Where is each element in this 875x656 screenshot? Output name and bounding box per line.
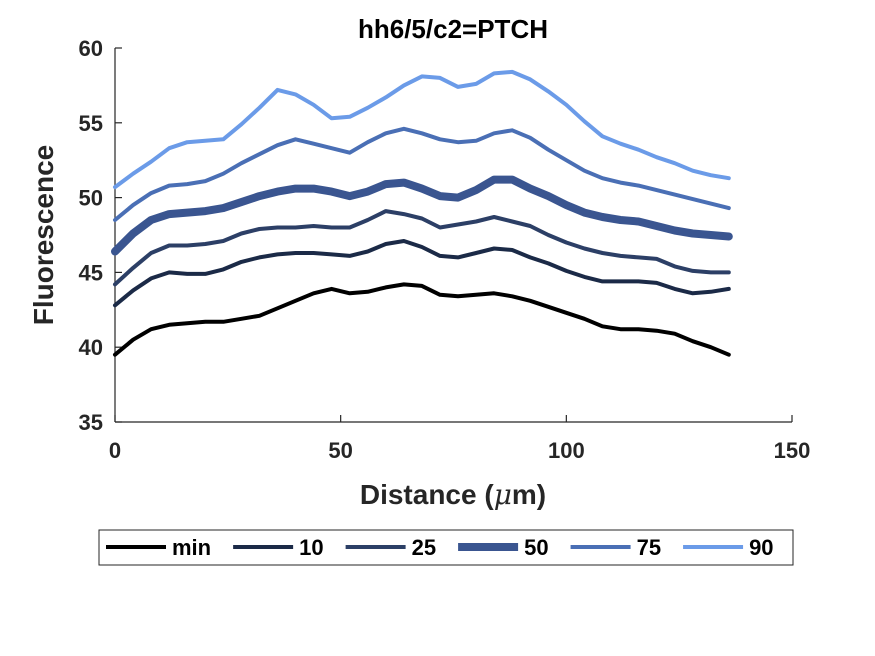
x-axis-title: Distance (μm) (360, 478, 546, 511)
chart-title: hh6/5/c2=PTCH (358, 14, 548, 44)
x-tick-label: 0 (109, 438, 121, 463)
y-axis-title: Fluorescence (28, 145, 59, 326)
series-line-50 (111, 175, 733, 256)
legend-label-10: 10 (299, 535, 323, 560)
legend-items: min 10 25 50 75 90 (106, 535, 774, 560)
axes: 0 50 100 150 35 40 45 50 55 60 (79, 36, 811, 463)
legend: min 10 25 50 75 90 (98, 529, 794, 566)
x-ticks: 0 50 100 150 (109, 415, 810, 463)
x-axis-title-end: m) (512, 479, 546, 510)
series-line-75 (113, 126, 731, 222)
legend-label-90: 90 (749, 535, 773, 560)
y-tick-label: 50 (79, 186, 103, 211)
legend-label-50: 50 (524, 535, 548, 560)
series-lines (111, 69, 733, 357)
y-tick-label: 45 (79, 260, 103, 285)
y-tick-label: 60 (79, 36, 103, 61)
x-tick-label: 150 (774, 438, 811, 463)
x-axis-title-mu: μ (494, 478, 512, 511)
y-tick-label: 55 (79, 111, 103, 136)
y-ticks: 35 40 45 50 55 60 (79, 36, 122, 435)
legend-label-min: min (172, 535, 211, 560)
legend-label-75: 75 (637, 535, 661, 560)
series-line-10 (113, 239, 731, 308)
x-axis-title-main: Distance ( (360, 479, 494, 510)
series-line-25 (113, 209, 731, 287)
y-tick-label: 40 (79, 335, 103, 360)
legend-label-25: 25 (412, 535, 436, 560)
legend-box (98, 529, 794, 566)
x-tick-label: 50 (328, 438, 352, 463)
series-line-min (113, 282, 731, 357)
x-tick-label: 100 (548, 438, 585, 463)
y-tick-label: 35 (79, 410, 103, 435)
series-line-90 (113, 69, 731, 190)
